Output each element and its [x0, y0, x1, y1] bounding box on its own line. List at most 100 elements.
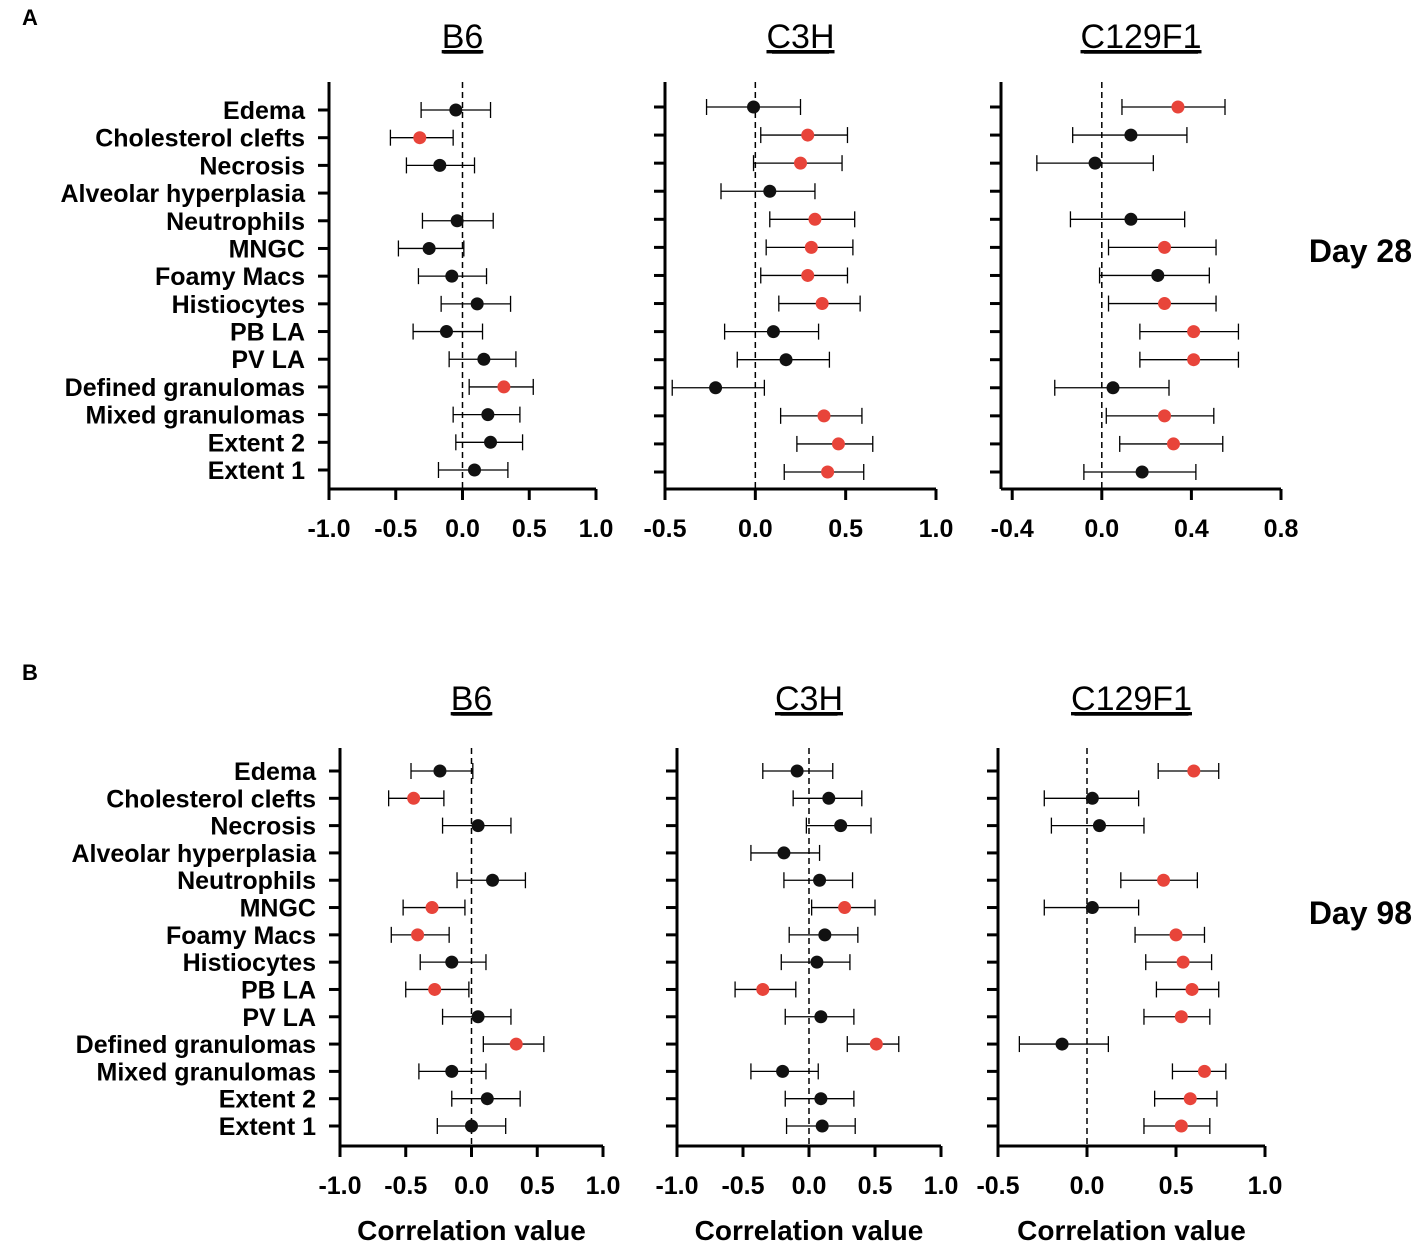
c1-point	[821, 465, 835, 479]
c5-point	[1085, 901, 1099, 915]
c1-point	[779, 353, 793, 367]
c0-category-label: Cholesterol clefts	[95, 125, 305, 153]
c0-point	[433, 158, 447, 172]
c0-category-label: Mixed granulomas	[86, 402, 306, 430]
c0-point	[450, 214, 464, 228]
c3-point	[486, 873, 500, 887]
c2-title: C129F1	[1081, 18, 1202, 56]
c0-x-tick-label: 0.0	[445, 515, 480, 543]
c0-category-label: MNGC	[229, 235, 305, 263]
c2-point	[1187, 353, 1201, 367]
panel-label-b: B	[22, 660, 38, 685]
c3-category-label: PB LA	[241, 976, 316, 1004]
c3-category-label: Necrosis	[210, 813, 316, 841]
c0-category-label: Histiocytes	[172, 291, 305, 319]
c3-category-label: Neutrophils	[177, 867, 316, 895]
c4-point	[869, 1037, 883, 1051]
c3-x-tick-label: -1.0	[318, 1172, 361, 1200]
c2-point	[1187, 325, 1201, 339]
c3-point	[425, 901, 439, 915]
c3-category-label: Defined granulomas	[76, 1031, 316, 1059]
c3-point	[428, 982, 442, 996]
c5-point	[1187, 764, 1201, 778]
c1-x-tick-label: 0.0	[738, 515, 773, 543]
c4-point	[814, 1010, 828, 1024]
c0-category-label: Extent 2	[208, 429, 305, 457]
c3-point	[411, 928, 425, 942]
c1-x-tick-label: 1.0	[919, 515, 954, 543]
c0-point	[481, 408, 495, 422]
c3-category-label: Histiocytes	[183, 949, 316, 977]
c0-x-tick-label: -0.5	[374, 515, 417, 543]
c3-title: B6	[451, 680, 493, 718]
c4-x-axis-label: Correlation value	[695, 1215, 924, 1246]
c0-title: B6	[442, 18, 484, 56]
c3-category-label: Cholesterol clefts	[106, 785, 316, 813]
c4-x-tick-label: -1.0	[655, 1172, 698, 1200]
c1-point	[808, 212, 822, 226]
c0-point	[449, 103, 463, 117]
c4-point	[790, 764, 804, 778]
c2-point	[1158, 240, 1172, 254]
c5-point	[1174, 1119, 1188, 1133]
c5-x-tick-label: 0.0	[1070, 1172, 1105, 1200]
c1-point	[801, 268, 815, 282]
c4-point	[810, 955, 824, 969]
c2-x-tick-label: 0.4	[1174, 515, 1209, 543]
c4-point	[822, 791, 836, 805]
c2-point	[1158, 297, 1172, 311]
c3-category-label: PV LA	[242, 1004, 316, 1032]
c0-category-label: PB LA	[230, 319, 305, 347]
c0-category-label: PV LA	[231, 346, 305, 374]
c4-point	[838, 901, 852, 915]
c3-category-label: Alveolar hyperplasia	[71, 840, 317, 868]
c3-point	[433, 764, 447, 778]
c1-point	[831, 437, 845, 451]
c4-point	[834, 819, 848, 833]
c5-point	[1092, 819, 1106, 833]
c0-x-tick-label: 0.5	[512, 515, 547, 543]
c4-point	[756, 982, 770, 996]
c1-point	[747, 100, 761, 114]
c0-category-label: Foamy Macs	[155, 263, 305, 291]
c4-point	[777, 846, 791, 860]
c0-point	[470, 297, 484, 311]
c0-x-tick-label: 1.0	[579, 515, 614, 543]
c2-x-tick-label: 0.8	[1264, 515, 1299, 543]
c3-category-label: Extent 2	[219, 1086, 316, 1114]
c3-point	[480, 1092, 494, 1106]
c0-point	[468, 463, 482, 477]
c3-x-tick-label: -0.5	[384, 1172, 427, 1200]
c1-point	[815, 297, 829, 311]
day-label-98: Day 98	[1309, 895, 1412, 931]
c1-point	[794, 156, 807, 170]
c0-point	[477, 352, 491, 366]
c4-point	[776, 1064, 790, 1078]
c0-category-label: Defined granulomas	[65, 374, 305, 402]
c4-x-tick-label: 0.5	[858, 1172, 893, 1200]
c1-point	[766, 325, 780, 339]
c2-point	[1135, 465, 1149, 479]
c3-category-label: MNGC	[240, 895, 316, 923]
c3-point	[471, 819, 485, 833]
c0-category-label: Necrosis	[199, 152, 305, 180]
c2-point	[1171, 100, 1185, 114]
c5-point	[1183, 1092, 1197, 1106]
c2-point	[1158, 409, 1172, 423]
c2-point	[1124, 212, 1138, 226]
c3-category-label: Edema	[234, 758, 317, 786]
c4-point	[815, 1119, 829, 1133]
c3-point	[445, 955, 459, 969]
panel-label-a: A	[22, 5, 38, 30]
c3-point	[509, 1037, 523, 1051]
c3-point	[471, 1010, 485, 1024]
c2-x-tick-label: 0.0	[1084, 515, 1119, 543]
c5-x-axis-label: Correlation value	[1017, 1215, 1246, 1246]
c2-x-tick-label: -0.4	[991, 515, 1034, 543]
c5-point	[1185, 982, 1199, 996]
c1-point	[801, 128, 815, 142]
c2-point	[1106, 381, 1120, 395]
c4-x-tick-label: 1.0	[924, 1172, 959, 1200]
c4-point	[818, 928, 832, 942]
